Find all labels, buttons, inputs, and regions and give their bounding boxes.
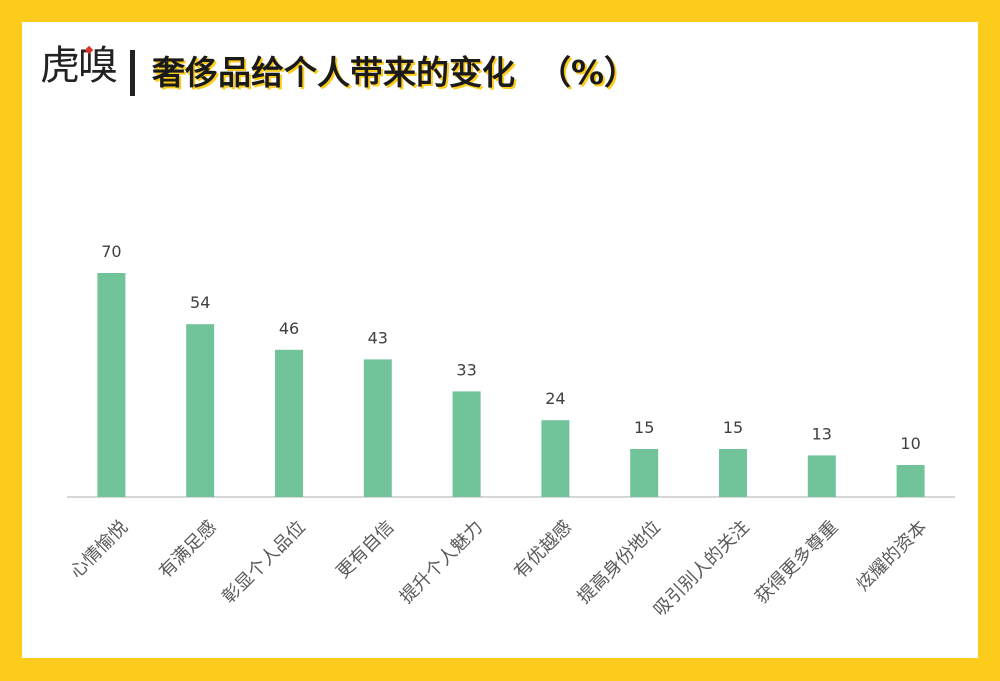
bar-6 <box>541 420 570 497</box>
bar-5 <box>452 391 481 497</box>
bar-8 <box>719 449 747 497</box>
category-label-6: 有优越感 <box>510 517 576 583</box>
bar-10 <box>896 465 925 497</box>
data-label-2: 54 <box>190 293 210 312</box>
data-label-10: 10 <box>900 434 920 453</box>
category-label-8: 吸引别人的关注 <box>650 517 754 621</box>
bar-2 <box>186 324 215 497</box>
category-label-5: 提升个人魅力 <box>396 517 487 608</box>
data-label-5: 33 <box>456 360 476 379</box>
chart-card <box>22 22 978 658</box>
bar-7 <box>630 449 659 497</box>
category-label-10: 炫耀的资本 <box>853 517 931 595</box>
bar-3 <box>275 349 303 497</box>
bar-1 <box>97 273 126 497</box>
category-label-9: 获得更多尊重 <box>751 517 842 608</box>
category-label-4: 更有自信 <box>333 517 399 583</box>
data-label-8: 15 <box>723 418 743 437</box>
data-label-4: 43 <box>368 328 388 347</box>
data-label-3: 46 <box>279 319 299 338</box>
data-label-6: 24 <box>545 389 565 408</box>
data-label-9: 13 <box>812 424 832 443</box>
category-label-1: 心情愉悦 <box>66 517 132 583</box>
chart-title: 奢侈品给个人带来的变化 （%） <box>152 53 638 92</box>
category-label-2: 有满足感 <box>155 517 221 583</box>
title-divider <box>130 50 135 96</box>
bar-4 <box>363 359 392 497</box>
data-label-1: 70 <box>101 242 121 261</box>
brand-logo: 虎嗅 <box>40 43 118 89</box>
category-label-3: 彰显个人品位 <box>218 517 309 608</box>
bar-9 <box>807 455 836 497</box>
data-label-7: 15 <box>634 418 654 437</box>
category-label-7: 提高身份地位 <box>574 517 665 608</box>
